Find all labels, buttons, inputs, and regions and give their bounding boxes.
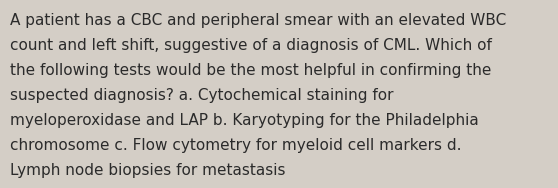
Text: A patient has a CBC and peripheral smear with an elevated WBC: A patient has a CBC and peripheral smear… bbox=[10, 13, 506, 28]
Text: suspected diagnosis? a. Cytochemical staining for: suspected diagnosis? a. Cytochemical sta… bbox=[10, 88, 393, 103]
Text: the following tests would be the most helpful in confirming the: the following tests would be the most he… bbox=[10, 63, 492, 78]
Text: Lymph node biopsies for metastasis: Lymph node biopsies for metastasis bbox=[10, 163, 286, 178]
Text: myeloperoxidase and LAP b. Karyotyping for the Philadelphia: myeloperoxidase and LAP b. Karyotyping f… bbox=[10, 113, 479, 128]
Text: chromosome c. Flow cytometry for myeloid cell markers d.: chromosome c. Flow cytometry for myeloid… bbox=[10, 138, 461, 153]
Text: count and left shift, suggestive of a diagnosis of CML. Which of: count and left shift, suggestive of a di… bbox=[10, 38, 492, 53]
